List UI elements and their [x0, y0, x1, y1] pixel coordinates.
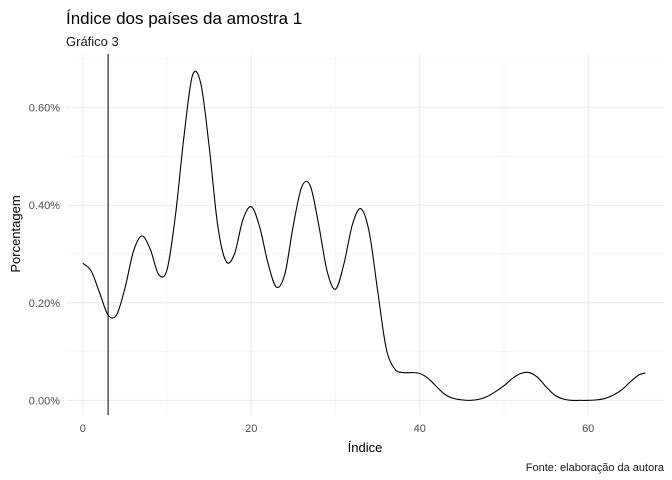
x-tick-label: 0 — [80, 423, 86, 435]
y-tick-label: 0.20% — [29, 298, 60, 310]
y-tick-label: 0.60% — [29, 103, 60, 115]
y-tick-label: 0.40% — [29, 200, 60, 212]
chart-caption: Fonte: elaboração da autora — [526, 462, 665, 474]
chart-subtitle: Gráfico 3 — [66, 34, 119, 49]
y-tick-label: 0.00% — [29, 395, 60, 407]
plot-area: 0.00% 0.20% 0.40% 0.60% 0 20 40 60 — [29, 54, 664, 435]
grid — [66, 54, 664, 415]
x-axis-ticks: 0 20 40 60 — [80, 423, 595, 435]
x-axis-label: Índice — [348, 440, 383, 455]
chart-title: Índice dos países da amostra 1 — [66, 9, 302, 28]
series-line-density — [82, 70, 646, 402]
x-tick-label: 40 — [414, 423, 426, 435]
y-axis-ticks: 0.00% 0.20% 0.40% 0.60% — [29, 103, 60, 408]
x-tick-label: 60 — [582, 423, 594, 435]
y-axis-label: Porcentagem — [8, 195, 23, 272]
x-tick-label: 20 — [245, 423, 257, 435]
